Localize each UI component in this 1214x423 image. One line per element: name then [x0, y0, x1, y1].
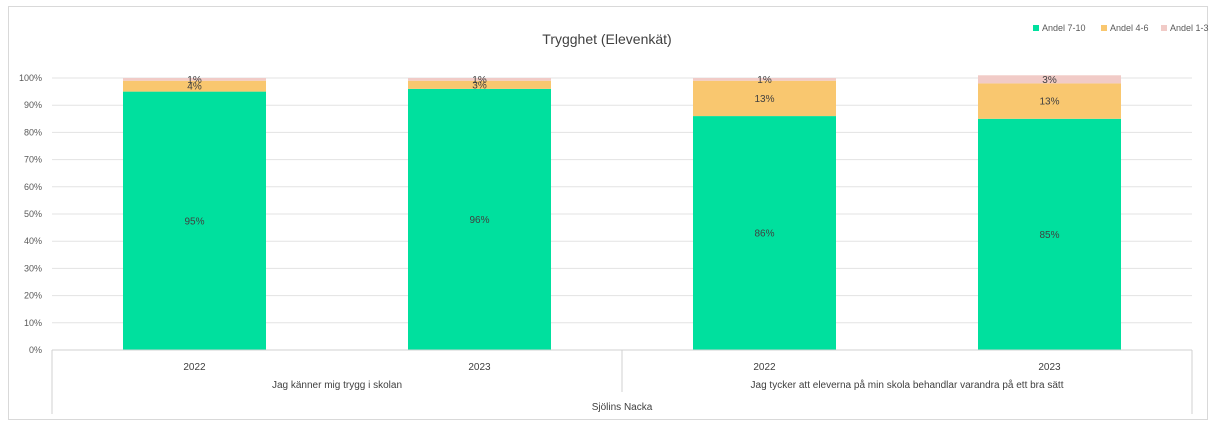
bar-segment-2 [123, 80, 266, 92]
x-tick-label: 2023 [468, 362, 491, 373]
y-tick-label: 20% [24, 291, 42, 301]
bar-segment-1 [693, 116, 836, 350]
data-label: 3% [1042, 75, 1057, 86]
data-label: 95% [184, 216, 204, 227]
y-tick-label: 60% [24, 182, 42, 192]
data-label: 4% [187, 82, 202, 93]
x-tick-label: 2022 [183, 362, 206, 373]
y-tick-label: 100% [19, 73, 42, 83]
legend-label: Andel 1-3 [1170, 23, 1209, 33]
data-label: 1% [187, 75, 202, 86]
data-label: 13% [754, 94, 774, 105]
data-label: 3% [472, 80, 487, 91]
y-tick-label: 80% [24, 127, 42, 137]
bar-segment-3 [978, 75, 1121, 84]
y-tick-label: 0% [29, 345, 42, 355]
data-label: 96% [469, 215, 489, 226]
data-label: 13% [1039, 97, 1059, 108]
y-tick-label: 50% [24, 209, 42, 219]
y-axis-ticks: 0% 10% 20% 30% 40% 50% 60% 70% 80% 90% 100% [19, 73, 42, 355]
bar-segment-2 [978, 83, 1121, 119]
data-label: 1% [472, 75, 487, 86]
legend-label: Andel 7-10 [1042, 23, 1086, 33]
bar-segment-1 [978, 118, 1121, 350]
bars [123, 75, 1121, 350]
data-label: 85% [1039, 230, 1059, 241]
legend-swatch [1101, 25, 1107, 31]
bar-segment-3 [123, 78, 266, 81]
chart-title: Trygghet (Elevenkät) [542, 31, 671, 47]
bar-segment-1 [123, 91, 266, 350]
bar-segment-2 [408, 80, 551, 89]
y-tick-label: 70% [24, 155, 42, 165]
data-labels: 95%4%1%96%3%1%86%13%1%85%13%3% [184, 75, 1059, 241]
x-tick-label: 2023 [1038, 362, 1061, 373]
data-label: 86% [754, 229, 774, 240]
y-tick-label: 10% [24, 318, 42, 328]
data-label: 1% [757, 75, 772, 86]
bar-segment-1 [408, 88, 551, 350]
y-tick-label: 40% [24, 236, 42, 246]
legend-label: Andel 4-6 [1110, 23, 1149, 33]
bar-segment-3 [408, 78, 551, 81]
legend-swatch [1033, 25, 1039, 31]
legend-swatch [1161, 25, 1167, 31]
bar-segment-2 [693, 80, 836, 117]
x-axis: 2022 2023 2022 2023 Jag känner mig trygg i s… [51, 349, 1193, 414]
top-group-label: Sjölins Nacka [592, 402, 653, 413]
group-label: Jag känner mig trygg i skolan [272, 380, 402, 391]
y-tick-label: 90% [24, 100, 42, 110]
group-label: Jag tycker att eleverna på min skola beh… [751, 379, 1064, 391]
bar-segment-3 [693, 78, 836, 81]
y-tick-label: 30% [24, 263, 42, 273]
legend: Andel 7-10 Andel 4-6 Andel 1-3 [1033, 23, 1209, 33]
x-tick-label: 2022 [753, 362, 776, 373]
